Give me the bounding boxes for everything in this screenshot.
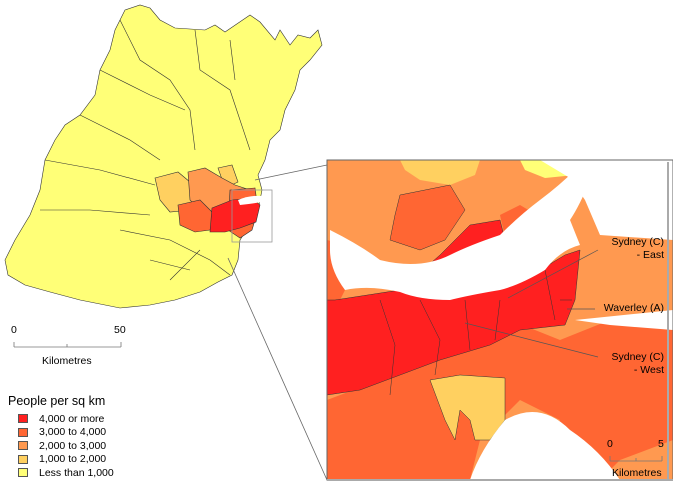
main-scale-start: 0 [11, 324, 17, 336]
legend: 4,000 or more 3,000 to 4,000 2,000 to 3,… [18, 412, 114, 480]
legend-swatch [18, 454, 28, 464]
legend-swatch [18, 441, 28, 450]
inset-scale-end: 5 [658, 438, 664, 450]
legend-swatch [18, 468, 28, 477]
inset-scale-bar [609, 456, 663, 462]
inset-scale-unit: Kilometres [612, 467, 662, 479]
legend-title: People per sq km [8, 394, 106, 408]
inset-locator-box [231, 189, 273, 243]
callout-sydney-west: Sydney (C) - West [611, 351, 664, 376]
inset-map [326, 159, 673, 481]
region-4000-plus [209, 197, 261, 233]
main-scale-bar [13, 342, 122, 348]
legend-swatch [18, 427, 28, 437]
main-scale-unit: Kilometres [42, 355, 92, 367]
callout-waverley: Waverley (A) [603, 302, 664, 314]
legend-item: 1,000 to 2,000 [18, 453, 114, 466]
main-map [4, 4, 323, 309]
main-scale-end: 50 [114, 324, 126, 336]
legend-item: 4,000 or more [18, 412, 114, 425]
callout-sydney-east: Sydney (C) - East [611, 236, 664, 261]
region-outer-lga [4, 4, 323, 309]
legend-item: 3,000 to 4,000 [18, 426, 114, 439]
legend-item: Less than 1,000 [18, 466, 114, 479]
inset-scale-start: 0 [607, 438, 613, 450]
legend-swatch [18, 414, 28, 423]
legend-item: 2,000 to 3,000 [18, 439, 114, 452]
